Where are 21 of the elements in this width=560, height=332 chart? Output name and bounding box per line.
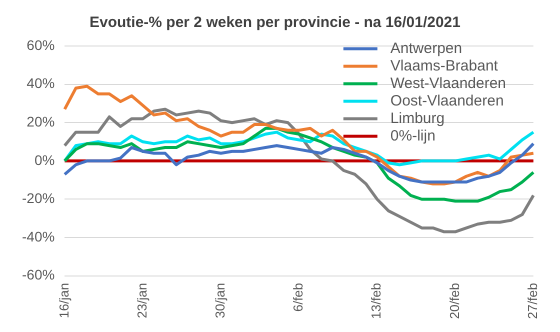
chart-title: Evoutie-% per 2 weken per provincie - na 16/01/2021 (90, 14, 460, 32)
y-tick-label: -20% (22, 190, 55, 206)
x-tick-label: 20/feb (446, 282, 462, 320)
legend-label: Limburg (390, 110, 445, 127)
y-tick-label: 60% (26, 36, 55, 53)
legend-label: Antwerpen (390, 40, 462, 57)
x-tick-label: 16/jan (56, 282, 72, 318)
y-tick-label: -60% (22, 266, 55, 283)
y-tick-label: 20% (26, 113, 55, 130)
x-tick-label: 13/feb (368, 282, 384, 320)
x-tick-label: 6/feb (290, 282, 306, 312)
legend-label: West-Vlaanderen (390, 74, 506, 92)
legend-label: 0%-lijn (390, 127, 436, 144)
legend-label: Oost-Vlaanderen (390, 92, 504, 110)
y-tick-label: 40% (26, 75, 55, 92)
y-tick-label: 0% (34, 152, 55, 168)
y-tick-label: -40% (22, 228, 55, 244)
x-tick-label: 23/jan (134, 282, 150, 318)
x-tick-label: 30/jan (212, 282, 228, 318)
legend-label: Vlaams-Brabant (390, 57, 499, 74)
x-tick-label: 27/feb (524, 282, 540, 320)
